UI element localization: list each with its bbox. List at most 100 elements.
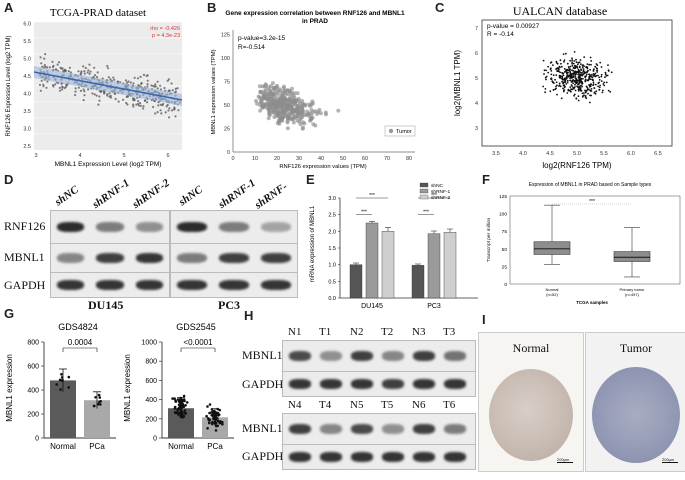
panel-b-point xyxy=(285,105,290,109)
panel-c-point xyxy=(566,72,568,75)
panel-d-lane-right-0: shNC xyxy=(176,183,205,209)
panel-d-band xyxy=(219,222,249,232)
panel-e-sig-label: *** xyxy=(369,193,375,199)
panel-c-point xyxy=(571,64,574,67)
panel-c-point xyxy=(572,79,574,82)
panel-c-point xyxy=(585,71,587,74)
panel-c-point xyxy=(574,77,577,79)
g1-chart-dot xyxy=(61,378,64,382)
panel-a-point xyxy=(156,111,159,114)
panel-a-point xyxy=(87,69,90,72)
panel-c-point xyxy=(585,66,588,69)
panel-c-point xyxy=(600,75,603,78)
panel-c-point xyxy=(572,82,574,85)
panel-f-group-label: Primary tumor xyxy=(619,287,645,292)
panel-a-point xyxy=(146,79,149,82)
g1-chart-dot xyxy=(98,400,101,404)
panel-f-title: Expression of MBNL1 in PRAD based on Sam… xyxy=(529,182,652,188)
g1-chart-ytick-label: 600 xyxy=(27,364,39,371)
panel-a-point xyxy=(86,71,89,74)
panel-c-point xyxy=(574,89,577,92)
panel-a-ytick: 5.5 xyxy=(23,39,31,45)
panel-b-point xyxy=(287,98,292,103)
panel-h-strip-mbnl1-bottom xyxy=(282,413,476,445)
panel-b-xtick: 40 xyxy=(318,156,324,162)
panel-e-sig-label: *** xyxy=(361,210,367,216)
panel-b-pval: p-value=3.2e-15 xyxy=(238,35,286,42)
panel-a-point xyxy=(154,83,157,86)
panel-a-point xyxy=(74,94,77,97)
panel-c-point xyxy=(595,90,598,93)
panel-h-band xyxy=(413,351,435,361)
panel-c-point xyxy=(574,71,577,73)
panel-c-point xyxy=(545,78,547,81)
panel-a-point xyxy=(96,71,99,74)
panel-a-point xyxy=(48,66,52,69)
panel-a-point xyxy=(98,95,101,98)
panel-c-point xyxy=(576,80,579,82)
panel-e-xtick-label: PC3 xyxy=(427,303,441,310)
panel-a-point xyxy=(77,86,80,89)
panel-a-point xyxy=(152,105,155,109)
panel-a-point xyxy=(39,89,42,92)
g1-chart-dot xyxy=(97,393,101,397)
panel-h-band xyxy=(444,351,466,361)
panel-e-ytick-label: 3.0 xyxy=(328,196,336,202)
panel-c-point xyxy=(573,60,576,62)
panel-c-point xyxy=(579,59,582,61)
panel-c-point xyxy=(588,84,591,87)
panel-c-point xyxy=(609,91,612,93)
panel-c-point xyxy=(543,69,546,72)
panel-a-point xyxy=(170,82,173,85)
panel-c-point xyxy=(594,65,597,68)
panel-a-scatter: TCGA-PRAD dataset rho = -0.426 p = 4.3e-… xyxy=(6,7,183,168)
panel-a-point xyxy=(142,73,146,76)
panel-a-point xyxy=(68,66,71,69)
panel-h-band xyxy=(320,351,342,361)
panel-f-sig-label: *** xyxy=(589,199,595,205)
panel-c-point xyxy=(597,82,600,85)
panel-a-point xyxy=(133,97,136,100)
panel-c-point xyxy=(580,68,582,71)
panel-e-legend-label: shNC xyxy=(431,183,444,189)
panel-a-point xyxy=(80,71,83,74)
panel-b-point xyxy=(282,97,287,102)
panel-b-point xyxy=(270,81,275,86)
panel-h-lane-label: T4 xyxy=(319,399,332,411)
panel-c-point xyxy=(574,75,577,78)
panel-c-point xyxy=(594,75,597,78)
panel-b-point xyxy=(285,92,290,97)
panel-i-normal-scalebar: 200μm xyxy=(557,457,570,462)
panel-c-point xyxy=(600,80,603,82)
panel-c-point xyxy=(566,74,569,76)
panel-a-xtick: 6 xyxy=(166,153,169,159)
g2-chart-dot xyxy=(177,403,181,407)
panel-b-xtick: 70 xyxy=(384,156,390,162)
panel-a-point xyxy=(46,66,49,69)
panel-c-point xyxy=(578,79,580,82)
panel-c-point xyxy=(579,80,582,83)
panel-b-r: R=-0.514 xyxy=(238,44,265,51)
panel-b-point xyxy=(264,86,269,91)
panel-b-point xyxy=(289,117,294,122)
panel-e-bar xyxy=(349,264,363,299)
g1-chart-dot xyxy=(55,383,58,386)
panel-c-point xyxy=(560,75,562,78)
panel-e-sig-label: *** xyxy=(431,193,437,199)
panel-b-point xyxy=(281,84,286,89)
panel-d-lane-left-0: shNC xyxy=(52,183,81,209)
panel-g2-bar-chart: GDS2545 0 200 400 600 800 1000 MBNL1 expression… xyxy=(123,322,234,451)
panel-c-point xyxy=(571,85,573,87)
panel-h-strip-gapdh-bottom xyxy=(282,444,476,470)
panel-a-point xyxy=(170,109,174,112)
panel-b-point xyxy=(301,125,305,130)
panel-h-lane-label: N4 xyxy=(288,399,302,411)
panel-e-bar xyxy=(381,231,395,299)
panel-c-point xyxy=(585,75,588,77)
panel-a-point xyxy=(40,79,43,82)
panel-b-point xyxy=(264,83,269,88)
panel-h-lane-label: T5 xyxy=(381,399,394,411)
g1-chart-pval: 0.0004 xyxy=(68,338,93,347)
panel-b-ytick: 100 xyxy=(221,56,230,62)
panel-d-cell-du145: DU145 xyxy=(88,298,124,312)
